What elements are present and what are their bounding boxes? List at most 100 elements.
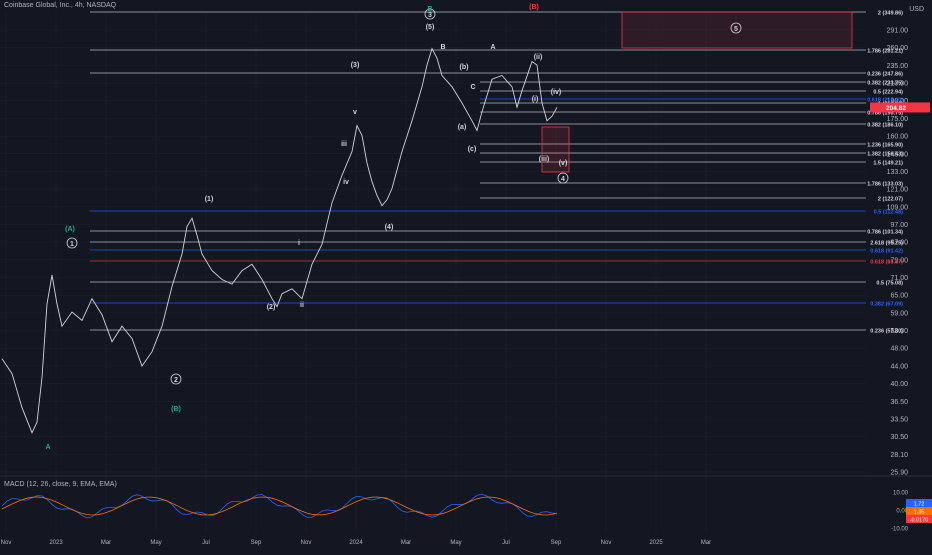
wave-label-circle (424, 8, 436, 20)
wave-label: (A) (65, 226, 75, 233)
y-tick-label: 36.50 (890, 399, 908, 406)
wave-label: (3) (351, 62, 360, 69)
wave-label: 1 (70, 241, 74, 248)
x-tick-label: Jul (502, 540, 510, 546)
wave-label-circle (170, 373, 182, 385)
x-tick-label: Nov (601, 540, 612, 546)
x-tick-label: 2023 (49, 540, 63, 546)
wave-label: (5) (426, 24, 435, 31)
fib-level-label: 1.786 (281.21) (867, 49, 903, 55)
y-tick-label: 133.00 (887, 169, 909, 176)
wave-label: ii (300, 302, 304, 309)
x-tick-label: Mar (101, 540, 111, 546)
macd-signal-line (1, 496, 558, 516)
wave-label: (a) (458, 124, 467, 131)
y-tick-label: 235.00 (887, 63, 909, 70)
y-tick-label: 53.00 (890, 328, 908, 335)
y-tick-label: 260.00 (887, 45, 909, 52)
macd-value-tag-label: 1.72 (914, 502, 925, 508)
macd-y-tick-label: 10.00 (893, 491, 909, 497)
y-tick-label: 48.00 (890, 346, 908, 353)
y-tick-label: 25.90 (890, 470, 908, 477)
x-tick-label: Sep (551, 540, 562, 546)
fib-level-label: 0.236 (57.80) (870, 329, 903, 335)
price-series-line (1, 47, 558, 434)
fib-level-label: 1.236 (165.90) (867, 143, 903, 149)
macd-value-tag-label: -0.0170 (910, 518, 929, 524)
y-tick-label: 145.00 (887, 151, 909, 158)
y-tick-label: 190.00 (887, 98, 909, 105)
fib-level-label: 0.5 (112.48) (874, 210, 904, 216)
x-tick-label: Sep (251, 540, 262, 546)
y-tick-label: 79.00 (890, 257, 908, 264)
fib-level-label: 0.618 (91.42) (870, 249, 903, 255)
fib-level-label: 0.382 (186.10) (867, 123, 903, 129)
wave-label: (iii) (539, 156, 550, 163)
fib-level-label: 0.786 (101.34) (867, 230, 903, 236)
wave-label-circle (66, 237, 78, 249)
x-tick-label: 2024 (349, 540, 363, 546)
wave-label: 2 (174, 377, 178, 384)
wave-label: (B) (529, 4, 539, 11)
x-tick-label: Nov (301, 540, 312, 546)
wave-label: (ii) (534, 54, 543, 61)
fib-level-label: 1.382 (156.43) (867, 152, 903, 158)
wave-label: 3 (428, 12, 432, 19)
y-tick-label: 87.00 (890, 240, 908, 247)
fib-level-label: 0.5 (222.94) (873, 90, 903, 96)
macd-y-tick-label: 0.00 (896, 509, 908, 515)
macd-value-tag (906, 507, 932, 515)
macd-value-tag-label: 1.35 (914, 510, 925, 516)
wave-label-circle (557, 172, 569, 184)
macd-value-tag (906, 499, 932, 507)
wave-label: (c) (468, 146, 477, 153)
y-tick-label: 210.00 (887, 81, 909, 88)
wave-label: (2) (267, 304, 276, 311)
y-tick-label: 33.50 (890, 416, 908, 423)
y-tick-label: 160.00 (887, 134, 909, 141)
wave-label: 4 (561, 176, 565, 183)
wave-label: A (45, 444, 50, 451)
support-zone-box (541, 126, 570, 173)
fib-level-label: 0.382 (67.09) (870, 302, 903, 308)
wave-label: (iv) (551, 89, 562, 96)
last-price-tag-label: 204.82 (886, 105, 906, 112)
fib-level-label: 0.786 (198.75) (867, 111, 903, 117)
wave-label: (i) (532, 96, 539, 103)
currency-label: USD (909, 6, 924, 13)
fib-level-label: 2 (349.86) (878, 11, 903, 17)
y-tick-label: 30.50 (890, 434, 908, 441)
wave-label: B (427, 6, 432, 13)
wave-label-circle (730, 22, 742, 34)
chart-title: Coinbase Global, Inc., 4h, NASDAQ (4, 2, 117, 9)
y-tick-label: 97.00 (890, 222, 908, 229)
wave-label: (v) (559, 160, 568, 167)
y-tick-label: 175.00 (887, 116, 909, 123)
wave-label: v (353, 109, 357, 116)
y-tick-label: 109.00 (887, 204, 909, 211)
wave-label: (4) (385, 224, 394, 231)
wave-label: C (470, 84, 475, 91)
wave-label: B (440, 44, 445, 51)
fib-level-label: 0.236 (247.86) (867, 72, 903, 78)
wave-label: A (490, 44, 495, 51)
fib-level-label: 0.618 (215.40) (867, 98, 903, 104)
fib-level-label: 0.382 (233.75) (867, 81, 903, 87)
wave-label: iv (343, 179, 349, 186)
x-tick-label: Nov (1, 540, 12, 546)
fib-level-label: 1.786 (133.03) (867, 182, 903, 188)
y-tick-label: 291.00 (887, 28, 909, 35)
macd-value-tag (906, 515, 932, 523)
y-tick-label: 44.00 (890, 363, 908, 370)
y-tick-label: 65.00 (890, 293, 908, 300)
x-tick-label: May (150, 540, 161, 546)
y-tick-label: 59.00 (890, 310, 908, 317)
fib-level-label: 0.5 (75.08) (876, 281, 903, 287)
y-tick-label: 71.00 (890, 275, 908, 282)
y-tick-label: 40.00 (890, 381, 908, 388)
macd-indicator-label[interactable]: MACD (12, 26, close, 9, EMA, EMA) (4, 481, 117, 488)
x-tick-label: 2025 (649, 540, 663, 546)
y-tick-label: 28.10 (890, 452, 908, 459)
